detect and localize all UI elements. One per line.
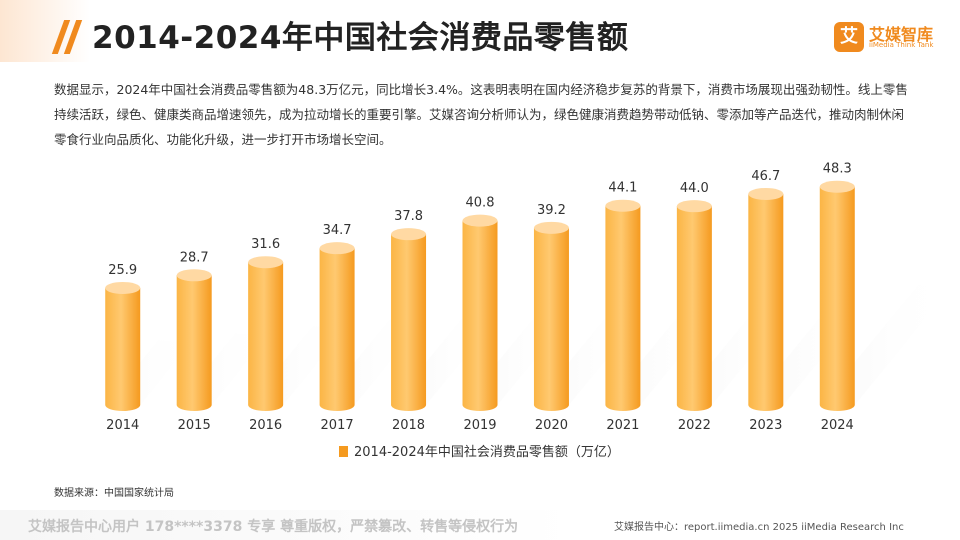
x-tick-2023: 2023: [749, 418, 782, 433]
bar-2020: [533, 227, 569, 411]
bar-top-2017: [319, 242, 355, 255]
logo-badge-icon: 艾: [834, 22, 864, 52]
x-tick-2022: 2022: [678, 418, 711, 433]
data-label-2019: 40.8: [466, 196, 495, 211]
data-label-2022: 44.0: [680, 181, 709, 196]
page-title: 2014-2024年中国社会消费品零售额: [92, 20, 629, 56]
bar-2023: [748, 193, 784, 411]
x-tick-2016: 2016: [249, 418, 282, 433]
x-tick-2024: 2024: [821, 418, 854, 433]
title-decoration: [0, 0, 90, 62]
x-tick-2014: 2014: [106, 418, 139, 433]
bar-top-2014: [105, 281, 141, 294]
data-label-2017: 34.7: [323, 223, 352, 238]
bar-2015: [176, 275, 212, 411]
bar-2014: [105, 287, 141, 411]
footer-copyright: 艾媒报告中心：report.iimedia.cn 2025 iiMedia Re…: [614, 522, 904, 533]
data-label-2015: 28.7: [180, 250, 209, 265]
bar-2022: [676, 206, 712, 411]
bar-top-2021: [605, 199, 641, 212]
bar-top-2023: [748, 187, 784, 200]
data-label-2021: 44.1: [608, 181, 637, 196]
data-label-2020: 39.2: [537, 203, 566, 218]
bar-2021: [605, 205, 641, 411]
bar-2018: [391, 234, 427, 411]
data-label-2016: 31.6: [251, 237, 280, 252]
bar-2017: [319, 248, 355, 411]
logo-subtitle: iiMedia Think Tank: [869, 41, 934, 49]
data-label-2023: 46.7: [751, 169, 780, 184]
bar-2024: [819, 186, 855, 411]
x-tick-2020: 2020: [535, 418, 568, 433]
data-label-2024: 48.3: [823, 162, 852, 177]
bar-2016: [248, 262, 284, 411]
x-tick-2019: 2019: [463, 418, 496, 433]
data-label-2018: 37.8: [394, 209, 423, 224]
bar-top-2020: [533, 221, 569, 234]
bar-top-2024: [819, 180, 855, 193]
x-tick-2021: 2021: [606, 418, 639, 433]
footer-bar: [0, 510, 960, 540]
bar-top-2019: [462, 214, 498, 227]
bar-2019: [462, 220, 498, 411]
bar-top-2015: [176, 269, 212, 282]
footer-watermark: 艾媒报告中心用户 178****3378 专享 尊重版权，严禁篡改、转售等侵权行…: [28, 519, 519, 535]
x-tick-2018: 2018: [392, 418, 425, 433]
bar-top-2016: [248, 256, 284, 269]
legend-label: 2014-2024年中国社会消费品零售额（万亿）: [354, 444, 620, 460]
x-tick-2017: 2017: [321, 418, 354, 433]
logo-name: 艾媒智库: [869, 25, 934, 44]
description-text: 数据显示，2024年中国社会消费品零售额为48.3万亿元，同比增长3.4%。这表…: [54, 82, 908, 147]
x-tick-2015: 2015: [178, 418, 211, 433]
bar-top-2022: [676, 200, 712, 213]
bar-top-2018: [391, 228, 427, 241]
data-label-2014: 25.9: [108, 263, 137, 278]
data-source: 数据来源：中国国家统计局: [54, 488, 174, 499]
legend-swatch: [339, 446, 348, 457]
bar-chart: 25.9 28.7 31.6 34.7 37.8 40.8 39.2 44.1 44.0 46.7…: [105, 162, 953, 460]
